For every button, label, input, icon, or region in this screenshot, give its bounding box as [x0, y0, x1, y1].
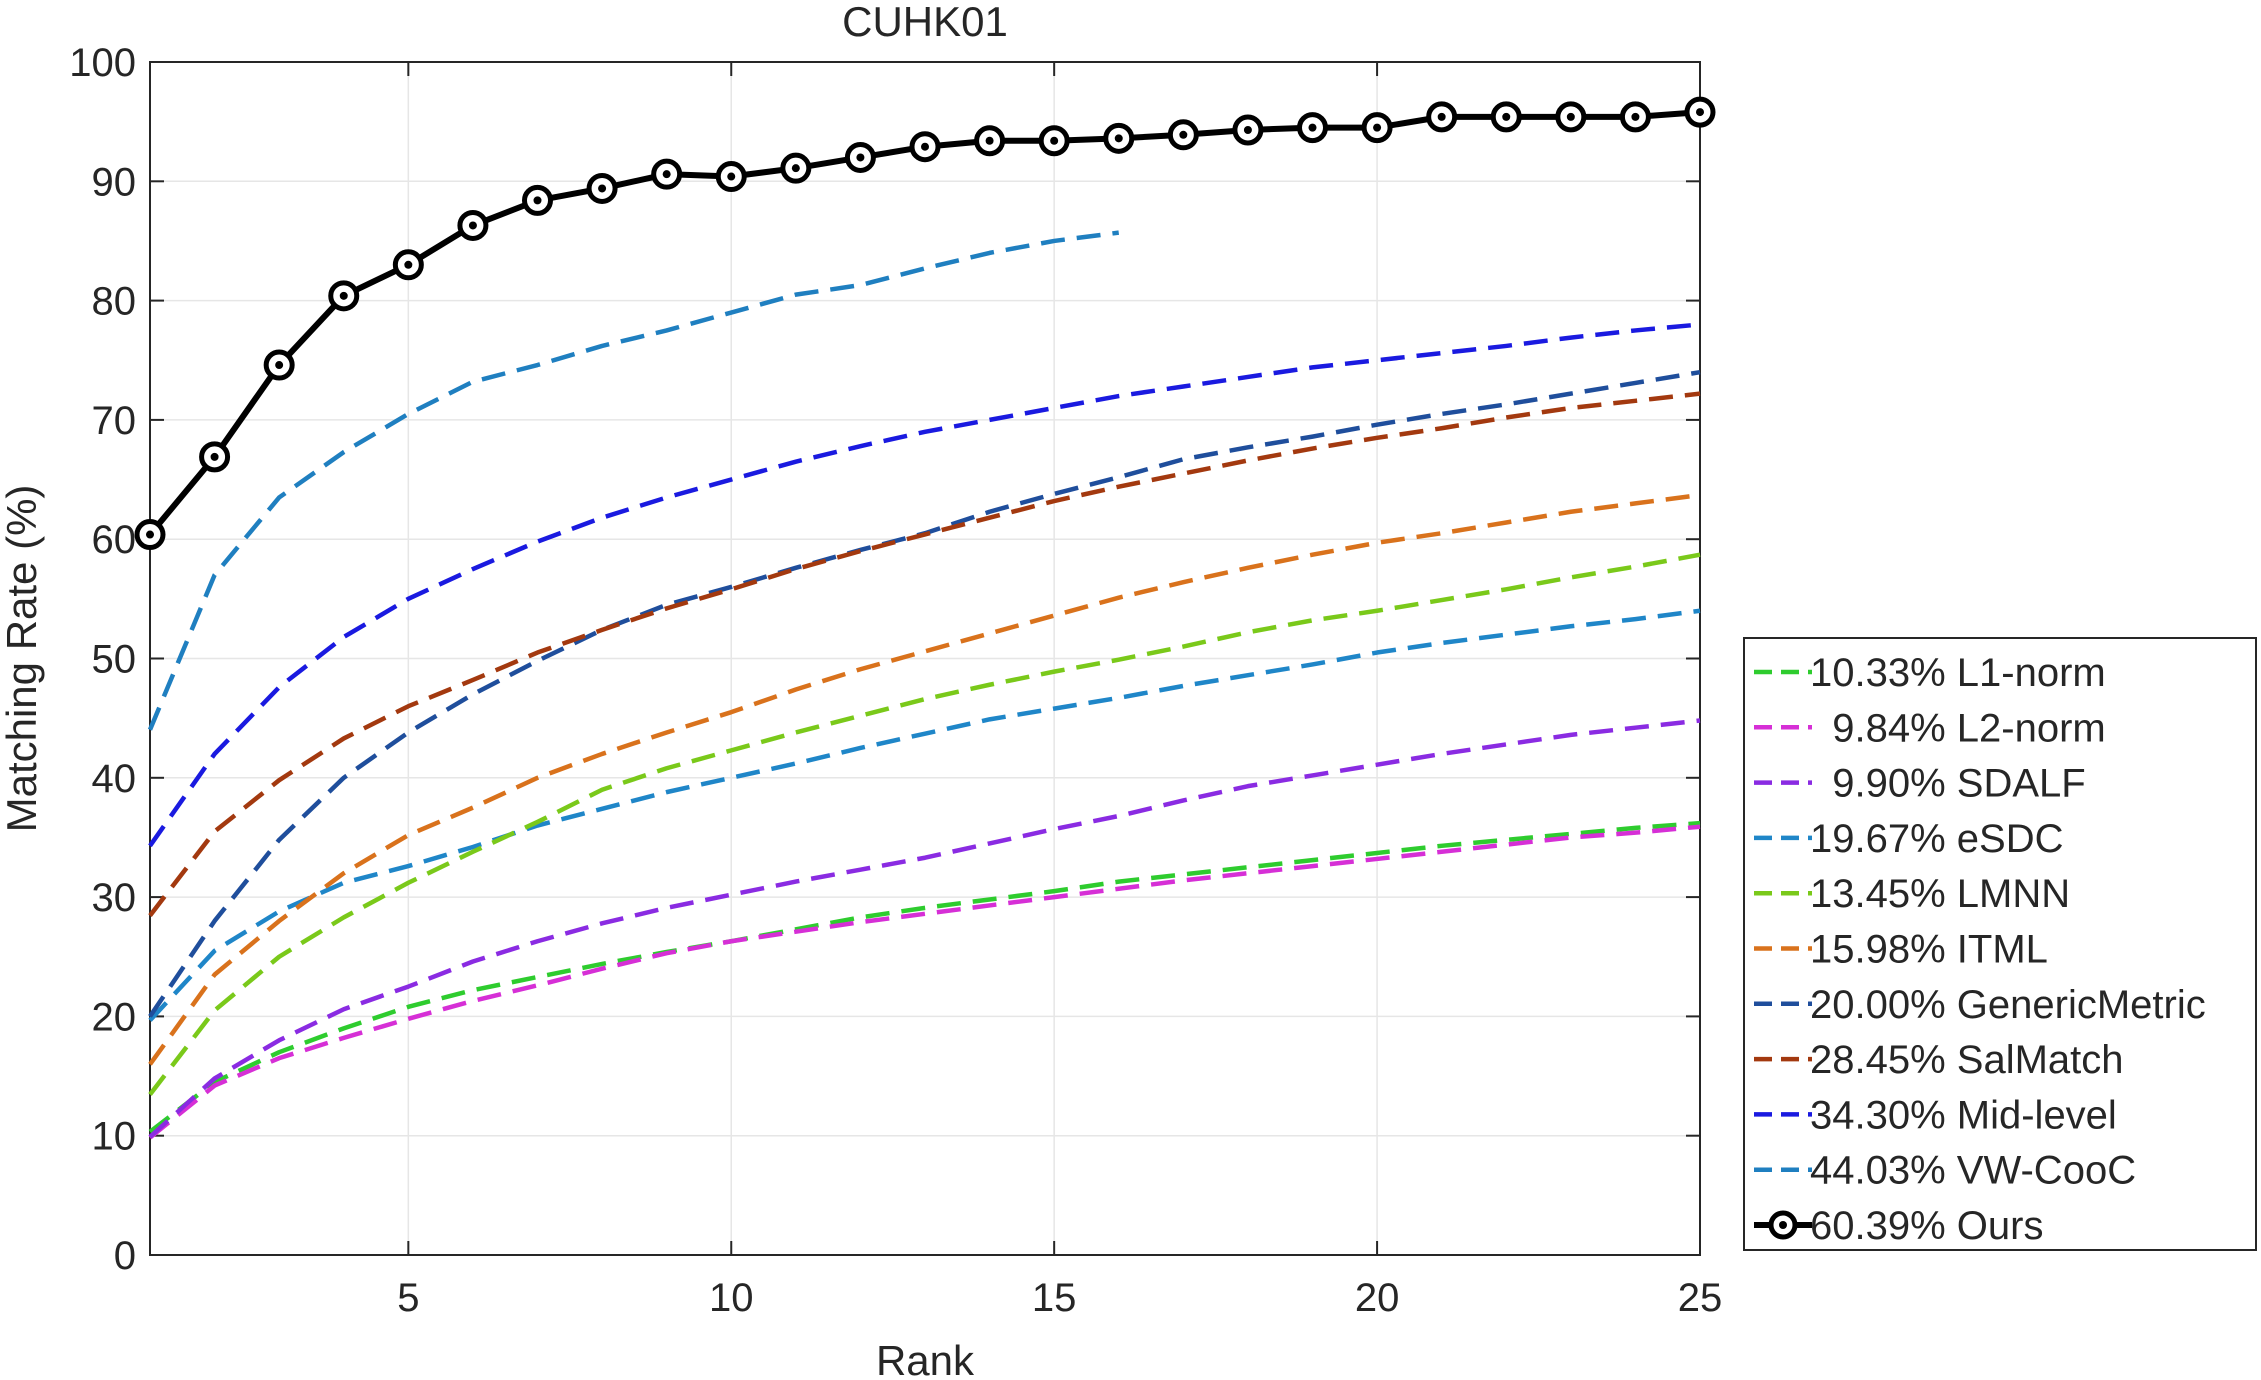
- legend-label: 9.84% L2-norm: [1810, 706, 2106, 750]
- x-tick-label: 10: [709, 1276, 754, 1320]
- data-point-marker-dot: [146, 530, 154, 539]
- legend-label: 15.98% ITML: [1810, 928, 2048, 972]
- data-point-marker-dot: [1050, 136, 1059, 145]
- x-tick-label: 20: [1355, 1276, 1400, 1320]
- y-tick-label: 10: [92, 1115, 137, 1159]
- y-tick-label: 90: [92, 160, 137, 204]
- data-point-marker-dot: [1696, 108, 1704, 117]
- x-tick-label: 25: [1678, 1276, 1723, 1320]
- data-point-marker-dot: [727, 172, 736, 181]
- data-point-marker-dot: [210, 452, 219, 461]
- axis-ticks: 0 10 20 30 40 50 60 70 80 90 100 5 10 15 20 25: [69, 41, 1722, 1320]
- data-point-marker-dot: [339, 291, 348, 300]
- y-tick-label: 100: [69, 41, 136, 85]
- data-point-marker-dot: [662, 170, 671, 179]
- data-point-marker-dot: [468, 221, 477, 230]
- data-point-marker-dot: [404, 260, 413, 269]
- legend-box: [1743, 637, 2257, 1251]
- data-point-marker-dot: [1114, 134, 1123, 143]
- legend-label: 28.45% SalMatch: [1810, 1038, 2124, 1082]
- x-axis-label: Rank: [876, 1337, 975, 1380]
- y-tick-label: 60: [92, 518, 137, 562]
- x-tick-label: 5: [397, 1276, 419, 1320]
- legend-label: 19.67% eSDC: [1810, 817, 2063, 861]
- data-point-marker-dot: [1373, 123, 1382, 132]
- data-point-marker-dot: [791, 164, 800, 173]
- y-tick-label: 0: [114, 1234, 136, 1278]
- series-line-3: [148, 608, 1701, 1022]
- data-point-marker-dot: [1179, 130, 1188, 139]
- legend-label: 44.03% VW-CooC: [1810, 1149, 2136, 1193]
- series-line-9: [147, 230, 1120, 731]
- series-line-1: [148, 824, 1701, 1140]
- data-point-marker-dot: [1243, 126, 1252, 135]
- y-axis-label: Matching Rate (%): [0, 485, 45, 833]
- data-point-marker-dot: [533, 196, 542, 205]
- data-point-marker-dot: [1308, 123, 1317, 132]
- legend-label: 10.33% L1-norm: [1810, 651, 2106, 695]
- series-line-4: [148, 552, 1701, 1096]
- legend-label: 13.45% LMNN: [1810, 872, 2070, 916]
- legend-label: 20.00% GenericMetric: [1810, 983, 2206, 1027]
- data-point-marker-dot: [598, 184, 607, 193]
- series-line-0: [148, 820, 1701, 1134]
- legend-marker-dot: [1779, 1221, 1787, 1229]
- data-point-marker-dot: [921, 142, 929, 151]
- y-tick-label: 70: [92, 399, 137, 443]
- y-tick-label: 80: [92, 280, 137, 324]
- data-point-marker-dot: [275, 361, 284, 370]
- y-tick-label: 40: [92, 757, 137, 801]
- data-point-marker-dot: [856, 153, 865, 162]
- y-tick-label: 50: [92, 638, 137, 682]
- data-point-marker-dot: [1502, 112, 1511, 121]
- data-point-marker-dot: [1437, 112, 1446, 121]
- legend-label: 34.30% Mid-level: [1810, 1093, 2117, 1137]
- y-tick-label: 20: [92, 995, 137, 1039]
- chart-title: CUHK01: [842, 0, 1008, 45]
- data-point-marker-dot: [1631, 112, 1640, 121]
- grid-lines: [150, 62, 1700, 1255]
- series-line-7: [148, 391, 1701, 917]
- y-tick-label: 30: [92, 876, 137, 920]
- series-lines: [134, 96, 1716, 1140]
- x-tick-label: 15: [1032, 1276, 1077, 1320]
- legend: 10.33% L1-norm 9.84% L2-norm 9.90% SDALF…: [1743, 637, 2257, 1251]
- legend-label: 60.39% Ours: [1810, 1204, 2043, 1248]
- series-line-2: [148, 718, 1701, 1139]
- series-line-8: [148, 322, 1701, 848]
- data-point-marker-dot: [985, 136, 994, 145]
- data-point-marker-dot: [1566, 112, 1575, 121]
- legend-label: 9.90% SDALF: [1810, 762, 2086, 806]
